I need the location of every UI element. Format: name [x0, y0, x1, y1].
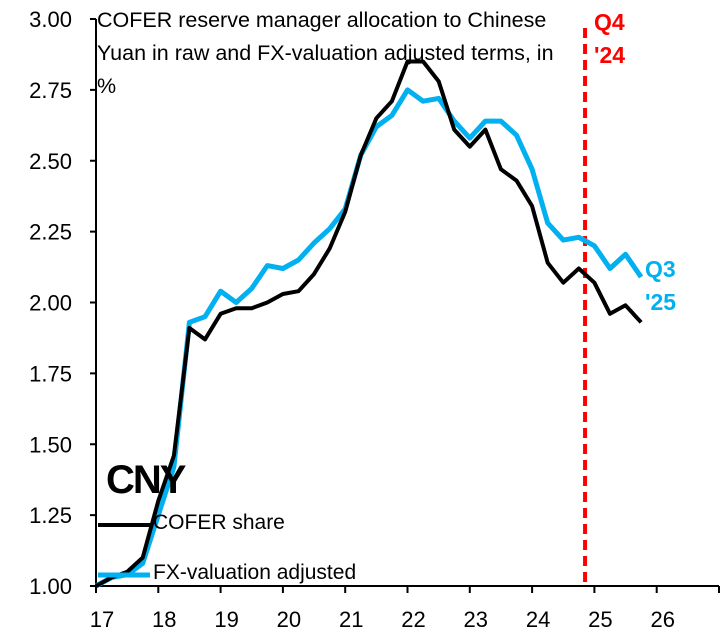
end-label-quarter: Q3 [645, 256, 676, 282]
y-tick-label: 2.00 [29, 291, 72, 316]
x-tick-label: 20 [277, 607, 301, 632]
y-tick-label: 2.75 [29, 78, 72, 103]
y-tick-label: 1.50 [29, 432, 72, 457]
chart-title: COFER reserve manager allocation to Chin… [97, 8, 554, 98]
end-label: Q3 '25 [645, 253, 676, 319]
x-tick-label: 21 [339, 607, 363, 632]
x-tick-label: 25 [588, 607, 612, 632]
vline-label: Q4 '24 [594, 6, 625, 72]
legend-label-fx: FX-valuation adjusted [153, 561, 357, 584]
end-label-year: '25 [645, 289, 677, 315]
x-tick-label: 18 [152, 607, 176, 632]
x-tick-label: 26 [650, 607, 674, 632]
cofer-share-line [95, 59, 643, 588]
x-tick-label: 19 [214, 607, 238, 632]
y-tick-label: 1.00 [29, 574, 72, 599]
x-tick-label: 23 [464, 607, 488, 632]
y-tick-label: 2.25 [29, 220, 72, 245]
y-tick-label: 2.50 [29, 149, 72, 174]
y-tick-label: 1.25 [29, 503, 72, 528]
y-tick-label: 3.00 [29, 7, 72, 32]
x-tick-label: 22 [401, 607, 425, 632]
currency-annotation: CNY [106, 458, 186, 502]
legend-label-cofer: COFER share [153, 511, 285, 534]
vline-label-quarter: Q4 [594, 9, 625, 35]
y-tick-label: 1.75 [29, 361, 72, 386]
x-tick-label: 24 [526, 607, 550, 632]
vline-label-year: '24 [594, 42, 626, 68]
x-tick-label: 17 [90, 607, 114, 632]
